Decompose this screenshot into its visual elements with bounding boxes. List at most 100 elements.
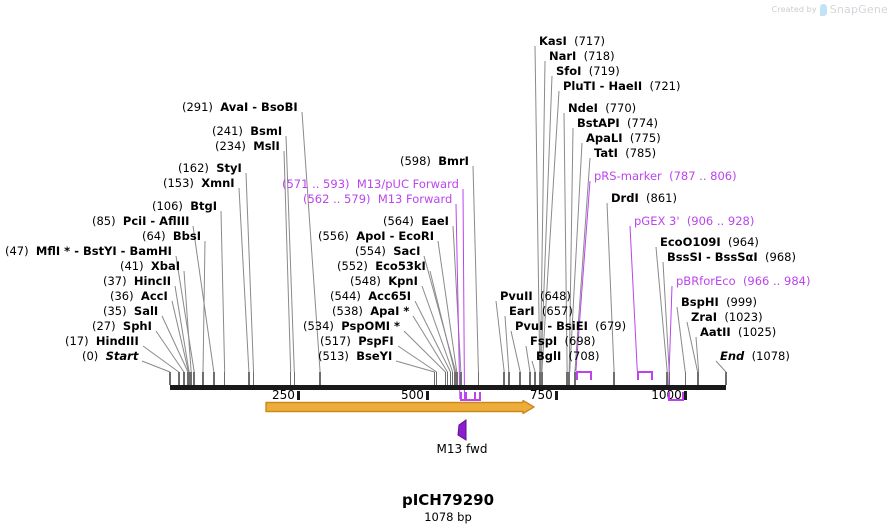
enzyme-label[interactable]: (162) StyI <box>178 162 242 175</box>
enzyme-label[interactable]: BspHI (999) <box>681 296 757 309</box>
enzyme-label[interactable]: PvuI - BsiEI (679) <box>515 320 626 333</box>
primer-bracket[interactable] <box>668 392 685 401</box>
restriction-site-tick[interactable] <box>684 372 686 385</box>
enzyme-label[interactable]: (234) MslI <box>215 140 280 153</box>
restriction-site-tick[interactable] <box>446 372 449 385</box>
restriction-site-tick[interactable] <box>613 372 615 385</box>
enzyme-label[interactable]: SfoI (719) <box>556 65 620 78</box>
enzyme-label[interactable]: (598) BmrI <box>400 155 469 168</box>
restriction-site-tick[interactable] <box>697 372 700 385</box>
enzyme-label[interactable]: BssSI - BssSαI (968) <box>667 251 796 264</box>
restriction-site-tick[interactable] <box>252 372 255 385</box>
restriction-site-tick[interactable] <box>435 372 438 385</box>
restriction-site-tick[interactable] <box>202 372 204 385</box>
restriction-site-tick[interactable] <box>293 372 296 385</box>
restriction-site-tick[interactable] <box>477 372 480 385</box>
restriction-site-tick[interactable] <box>454 372 457 385</box>
restriction-site-tick[interactable] <box>451 372 454 385</box>
restriction-site-tick[interactable] <box>666 372 668 385</box>
restriction-site-tick[interactable] <box>178 372 180 385</box>
restriction-site-tick[interactable] <box>213 372 215 385</box>
enzyme-label[interactable]: BstAPI (774) <box>577 117 658 130</box>
enzyme-label[interactable]: (85) PciI - AflIII <box>92 215 189 228</box>
enzyme-label[interactable]: DrdI (861) <box>611 192 677 205</box>
enzyme-label[interactable]: FspI (698) <box>530 335 595 348</box>
enzyme-label[interactable]: (0) Start <box>82 350 138 363</box>
restriction-site-tick[interactable] <box>460 372 462 385</box>
restriction-site-tick[interactable] <box>190 372 192 385</box>
restriction-site-tick[interactable] <box>725 372 727 385</box>
enzyme-label[interactable]: NdeI (770) <box>568 102 636 115</box>
restriction-site-tick[interactable] <box>519 372 521 385</box>
restriction-site-tick[interactable] <box>503 372 505 385</box>
enzyme-label[interactable]: BglI (708) <box>536 350 599 363</box>
feature-label[interactable]: pGEX 3' (906 .. 928) <box>634 215 754 228</box>
enzyme-label[interactable]: PluTI - HaeII (721) <box>563 80 680 93</box>
restriction-site-tick[interactable] <box>193 372 195 385</box>
restriction-site-tick[interactable] <box>453 372 456 385</box>
restriction-site-tick[interactable] <box>319 372 321 385</box>
enzyme-label[interactable]: ApaLI (775) <box>586 132 661 145</box>
enzyme-label[interactable]: (556) ApoI - EcoRI <box>318 230 434 243</box>
restriction-site-tick[interactable] <box>668 372 670 385</box>
restriction-site-tick[interactable] <box>433 372 436 385</box>
m13-fwd-feature-arrow[interactable] <box>456 419 468 441</box>
restriction-site-tick[interactable] <box>508 372 510 385</box>
enzyme-label[interactable]: KasI (717) <box>539 35 605 48</box>
enzyme-label[interactable]: (291) AvaI - BsoBI <box>182 101 298 114</box>
enzyme-label[interactable]: End (1078) <box>720 350 790 363</box>
enzyme-label[interactable]: (153) XmnI <box>163 177 235 190</box>
restriction-site-tick[interactable] <box>566 372 568 385</box>
primer-bracket[interactable] <box>637 371 654 380</box>
restriction-site-tick[interactable] <box>541 372 543 385</box>
restriction-site-tick[interactable] <box>540 372 542 385</box>
enzyme-label[interactable]: (538) ApaI * <box>332 305 409 318</box>
enzyme-label[interactable]: (517) PspFI <box>320 335 394 348</box>
enzyme-label[interactable]: TatI (785) <box>594 147 656 160</box>
primer-bracket[interactable] <box>575 371 592 380</box>
restriction-site-tick[interactable] <box>223 372 226 385</box>
restriction-site-tick[interactable] <box>183 372 185 385</box>
enzyme-label[interactable]: (548) KpnI <box>350 275 418 288</box>
enzyme-label[interactable]: ZraI (1023) <box>691 311 763 324</box>
enzyme-label[interactable]: (106) BtgI <box>152 200 217 213</box>
enzyme-label[interactable]: (544) Acc65I <box>330 290 411 303</box>
enzyme-label[interactable]: (37) HincII <box>103 275 171 288</box>
restriction-site-tick[interactable] <box>568 372 571 385</box>
enzyme-label[interactable]: (17) HindIII <box>65 335 139 348</box>
restriction-site-tick[interactable] <box>534 372 536 385</box>
enzyme-label[interactable]: (554) SacI <box>355 245 420 258</box>
feature-label[interactable]: (571 .. 593) M13/pUC Forward <box>282 178 459 191</box>
enzyme-label[interactable]: (64) BbsI <box>142 230 201 243</box>
enzyme-label[interactable]: PvuII (648) <box>500 290 571 303</box>
enzyme-label[interactable]: (241) BsmI <box>212 125 282 138</box>
primer-bracket[interactable] <box>459 392 476 401</box>
feature-label[interactable]: (562 .. 579) M13 Forward <box>303 193 452 206</box>
restriction-site-tick[interactable] <box>248 372 250 385</box>
restriction-site-tick[interactable] <box>456 372 458 385</box>
enzyme-label[interactable]: EcoO109I (964) <box>660 236 759 249</box>
restriction-site-tick[interactable] <box>169 372 171 385</box>
orf-arrow[interactable] <box>265 399 535 415</box>
enzyme-label[interactable]: AatII (1025) <box>700 326 776 339</box>
enzyme-label[interactable]: (513) BseYI <box>318 350 392 363</box>
restriction-site-tick[interactable] <box>188 372 190 385</box>
enzyme-label[interactable]: NarI (718) <box>549 50 615 63</box>
enzyme-label[interactable]: (35) SalI <box>103 305 158 318</box>
restriction-site-tick[interactable] <box>696 372 699 385</box>
enzyme-label[interactable]: (27) SphI <box>92 320 152 333</box>
restriction-site-tick[interactable] <box>444 372 447 385</box>
enzyme-label[interactable]: (534) PspOMI * <box>303 320 400 333</box>
enzyme-label[interactable]: (36) AccI <box>110 290 168 303</box>
restriction-site-tick[interactable] <box>574 372 576 385</box>
enzyme-label[interactable]: (41) XbaI <box>120 260 180 273</box>
enzyme-label[interactable]: (47) MflI * - BstYI - BamHI <box>5 245 172 258</box>
enzyme-label[interactable]: EarI (657) <box>509 305 573 318</box>
restriction-site-tick[interactable] <box>289 372 292 385</box>
feature-label[interactable]: pBRforEco (966 .. 984) <box>676 275 810 288</box>
feature-label[interactable]: pRS-marker (787 .. 806) <box>594 170 737 183</box>
restriction-site-tick[interactable] <box>529 372 531 385</box>
enzyme-label[interactable]: (552) Eco53kI <box>337 260 426 273</box>
restriction-site-tick[interactable] <box>449 372 452 385</box>
enzyme-label[interactable]: (564) EaeI <box>383 215 449 228</box>
